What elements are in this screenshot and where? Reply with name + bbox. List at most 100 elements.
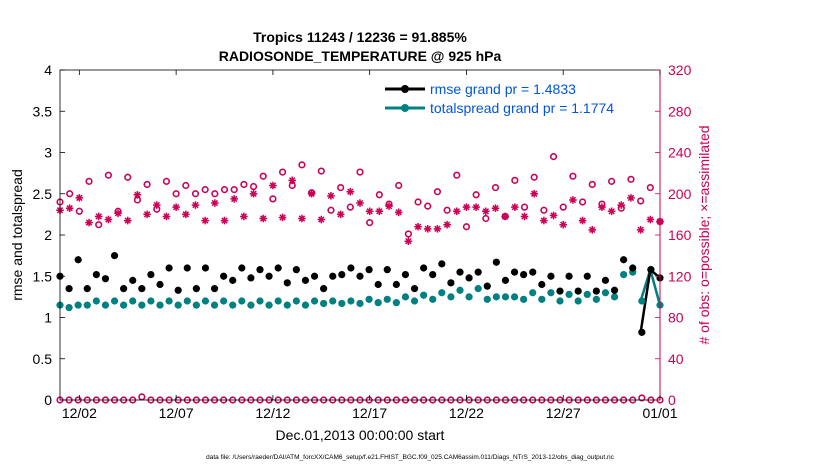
- right-tick-label: 40: [668, 351, 684, 367]
- spread-point: [220, 297, 228, 305]
- obs-possible-point: [462, 223, 471, 231]
- rmse-point: [647, 266, 655, 274]
- rmse-point: [556, 287, 564, 295]
- obs-possible-point: [453, 171, 461, 179]
- spread-point: [147, 297, 155, 305]
- rmse-point: [392, 280, 400, 289]
- plot-frame: [59, 69, 661, 401]
- spread-point: [247, 301, 255, 309]
- obs-assimilated-point: [191, 201, 200, 209]
- obs-possible-point: [211, 190, 219, 198]
- rmse-point: [401, 271, 410, 279]
- rmse-point: [65, 285, 73, 293]
- spread-point: [620, 271, 628, 279]
- spread-point: [274, 297, 282, 305]
- obs-assimilated-point: [462, 203, 471, 211]
- chart-markers: [56, 153, 664, 404]
- rmse-point: [583, 272, 591, 280]
- spread-point: [138, 301, 146, 309]
- rmse-point: [120, 285, 128, 293]
- obs-assimilated-point: [472, 203, 480, 211]
- obs-assimilated-point: [520, 212, 529, 221]
- rmse-point: [529, 268, 537, 276]
- spread-point: [556, 297, 564, 305]
- obs-assimilated-point: [617, 201, 626, 209]
- rmse-point: [501, 276, 510, 284]
- obs-possible-point: [395, 181, 403, 190]
- obs-assimilated-point: [152, 201, 161, 209]
- rmse-point: [429, 271, 437, 279]
- rmse-point: [192, 285, 200, 293]
- spread-point: [165, 297, 173, 305]
- spread-point: [265, 301, 273, 309]
- rmse-point: [510, 268, 519, 276]
- obs-possible-point: [356, 168, 364, 176]
- obs-possible-point: [259, 172, 267, 180]
- rmse-point: [201, 264, 210, 272]
- obs-possible-point: [269, 195, 277, 203]
- spread-point: [420, 291, 428, 299]
- obs-possible-point: [559, 203, 567, 211]
- rmse-point: [320, 285, 328, 293]
- left-tick-label: 0: [44, 392, 52, 408]
- rmse-point: [410, 285, 419, 293]
- rmse-point: [110, 252, 119, 260]
- rmse-point: [629, 264, 637, 272]
- obs-assimilated-point: [317, 215, 326, 224]
- obs-possible-point: [337, 183, 345, 192]
- obs-assimilated-point: [559, 220, 568, 229]
- obs-possible-point: [491, 183, 500, 192]
- obs-possible-point: [191, 190, 200, 198]
- chart-title-line1: Tropics 11243 / 12236 = 91.885%: [253, 29, 467, 45]
- obs-assimilated-point: [356, 199, 364, 207]
- left-tick-label: 2.5: [33, 186, 53, 202]
- spread-point: [565, 290, 573, 298]
- left-axis-ticks: 0 0.5 1 1.5 2 2.5 3 3.5 4: [33, 62, 65, 408]
- rmse-point: [574, 287, 582, 295]
- obs-assimilated-point: [288, 176, 297, 185]
- x-tick-label: 12/07: [159, 405, 194, 421]
- obs-assimilated-point: [636, 226, 645, 234]
- obs-assimilated-point: [414, 222, 422, 231]
- obs-assimilated-point: [94, 212, 103, 221]
- right-tick-label: 0: [668, 392, 676, 408]
- obs-assimilated-point: [598, 203, 606, 211]
- x-tick-label: 12/27: [546, 405, 581, 421]
- rmse-point: [329, 272, 337, 280]
- spread-point: [320, 299, 328, 308]
- obs-assimilated-point: [569, 196, 577, 204]
- obs-assimilated-point: [375, 207, 384, 216]
- chart-title-line2: RADIOSONDE_TEMPERATURE @ 925 hPa: [219, 48, 502, 64]
- obs-assimilated-point: [433, 225, 442, 233]
- obs-possible-point: [201, 186, 209, 194]
- obs-assimilated-point: [123, 216, 132, 225]
- left-tick-label: 1: [44, 310, 52, 326]
- obs-possible-point: [327, 206, 335, 214]
- spread-point: [374, 299, 382, 307]
- spread-point: [483, 295, 491, 303]
- rmse-point: [138, 285, 146, 293]
- obs-assimilated-point: [230, 195, 238, 203]
- obs-assimilated-point: [385, 202, 393, 210]
- obs-assimilated-point: [298, 214, 306, 223]
- obs-possible-point: [549, 153, 558, 161]
- obs-assimilated-point: [336, 210, 345, 219]
- obs-possible-point: [443, 206, 451, 214]
- left-tick-label: 0.5: [33, 351, 53, 367]
- legend-rmse-marker: [401, 85, 409, 93]
- spread-point: [429, 295, 437, 303]
- spread-point: [465, 293, 473, 301]
- obs-possible-point: [404, 230, 412, 238]
- spread-point: [574, 297, 582, 305]
- spread-point: [283, 301, 291, 309]
- obs-possible-point: [578, 198, 587, 206]
- rmse-point: [592, 287, 600, 295]
- obs-assimilated-point: [607, 207, 616, 216]
- rmse-point: [292, 266, 300, 274]
- spread-point: [229, 301, 237, 309]
- obs-assimilated-point: [104, 215, 113, 224]
- rmse-point: [210, 285, 219, 293]
- rmse-point: [420, 264, 428, 272]
- obs-assimilated-point: [307, 189, 316, 198]
